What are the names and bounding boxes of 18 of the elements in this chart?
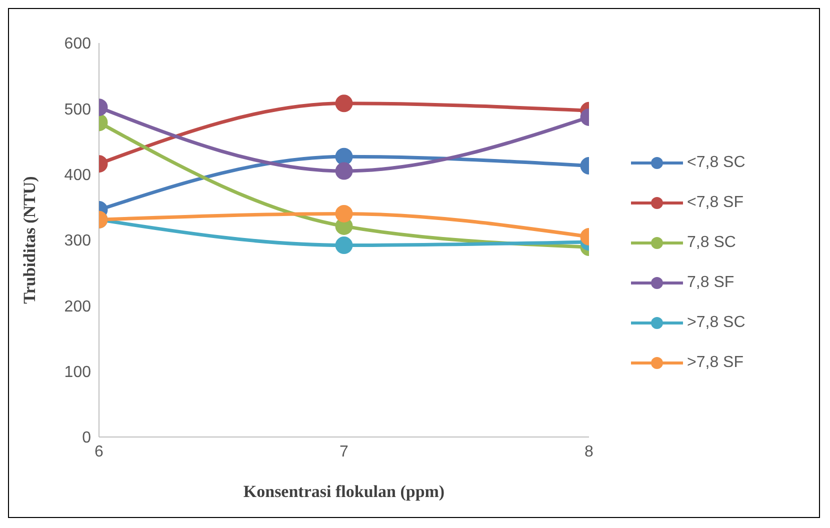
y-tick-label: 100 — [64, 364, 92, 382]
legend-label: 7,8 SC — [687, 234, 736, 252]
x-tick-label: 8 — [584, 443, 594, 460]
y-tick-label: 400 — [64, 167, 92, 184]
x-tick-label: 6 — [94, 443, 104, 460]
y-tick-label: 500 — [64, 101, 92, 118]
y-tick-label: 200 — [64, 298, 92, 316]
y-axis-title: Trubiditas (NTU) — [20, 176, 40, 304]
legend-label: >7,8 SC — [687, 314, 746, 332]
legend-label: >7,8 SF — [687, 354, 744, 372]
x-tick-label: 7 — [340, 443, 349, 460]
y-tick-label: 0 — [82, 430, 92, 447]
y-tick-label: 300 — [64, 232, 92, 250]
legend-label: <7,8 SF — [687, 194, 744, 212]
x-axis-title: Konsentrasi flokulan (ppm) — [243, 482, 445, 501]
legend-label: 7,8 SF — [687, 274, 734, 292]
legend-label: <7,8 SC — [687, 154, 746, 172]
y-tick-label: 600 — [64, 36, 92, 53]
